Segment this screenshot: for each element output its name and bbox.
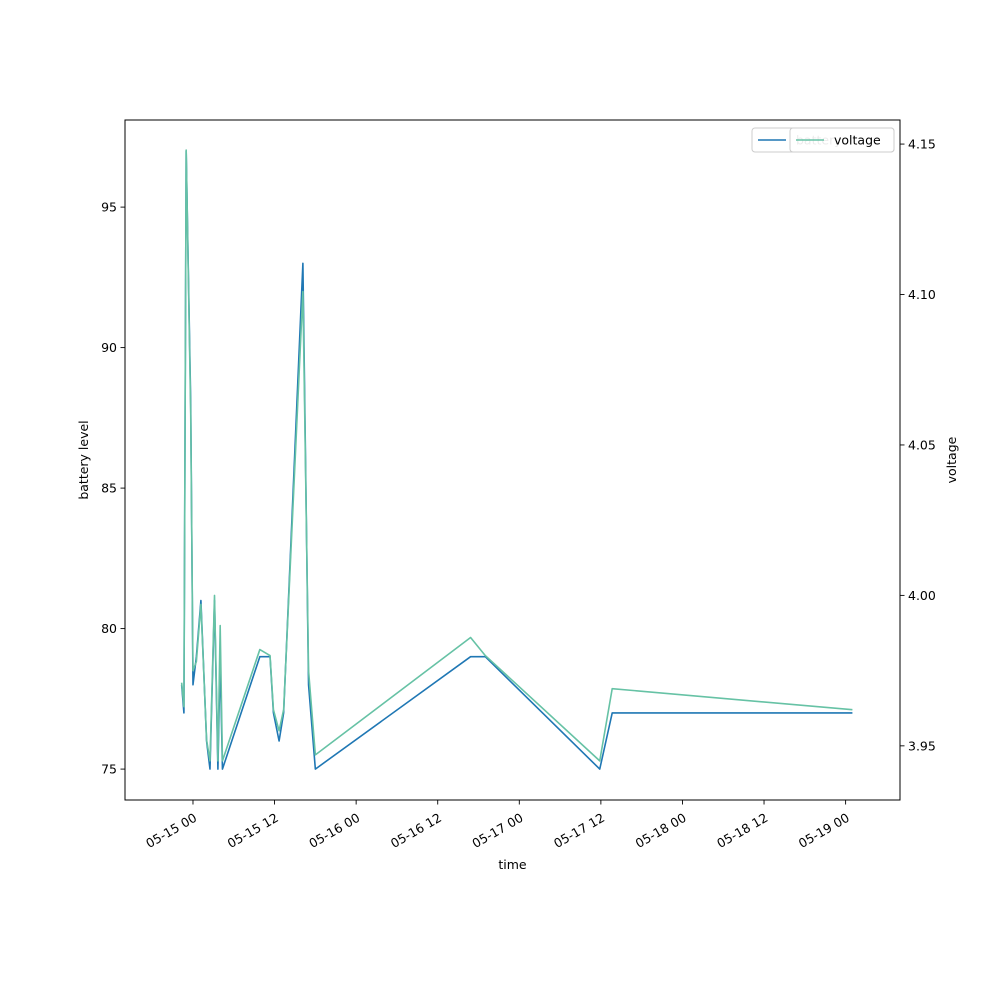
plot-frame <box>124 119 901 801</box>
series-layer <box>180 149 853 770</box>
y-right-axis-label: voltage <box>944 436 959 483</box>
x-tick-label: 05-15 00 <box>143 810 199 851</box>
y-right-tick-label: 4.15 <box>908 137 936 152</box>
legend-box <box>789 127 895 153</box>
plot-area <box>124 119 901 801</box>
x-tick-label: 05-16 12 <box>388 810 444 851</box>
y-right-tick-label: 4.00 <box>908 588 936 603</box>
x-axis: 05-15 00 05-15 12 05-16 00 05-16 12 05-17 00… <box>143 800 852 851</box>
legend-label: voltage <box>834 133 881 148</box>
y-left-tick-label: 85 <box>101 481 117 496</box>
legend-voltage: voltage <box>789 127 895 153</box>
y-right-tick-label: 4.05 <box>908 437 936 452</box>
y-left-tick-label: 75 <box>101 762 117 777</box>
x-tick-label: 05-17 12 <box>551 810 607 851</box>
y-right-axis: 3.95 4.00 4.05 4.10 4.15 <box>900 137 936 753</box>
y-left-axis: 75 80 85 90 95 <box>101 200 125 777</box>
x-tick-label: 05-18 12 <box>714 810 770 851</box>
x-axis-label: time <box>498 857 527 872</box>
y-right-tick-label: 3.95 <box>908 738 936 753</box>
y-left-tick-label: 90 <box>101 340 117 355</box>
x-tick-label: 05-19 00 <box>796 810 852 851</box>
x-tick-label: 05-16 00 <box>306 810 362 851</box>
x-tick-label: 05-17 00 <box>469 810 525 851</box>
y-right-tick-label: 4.10 <box>908 287 936 302</box>
series-line-voltage <box>180 149 853 762</box>
plot-background <box>125 120 900 800</box>
x-tick-label: 05-18 00 <box>633 810 689 851</box>
series-line-battery <box>180 150 853 770</box>
y-left-axis-label: battery level <box>76 420 91 499</box>
y-left-tick-label: 95 <box>101 200 117 215</box>
y-left-tick-label: 80 <box>101 621 117 636</box>
x-tick-label: 05-15 12 <box>225 810 281 851</box>
